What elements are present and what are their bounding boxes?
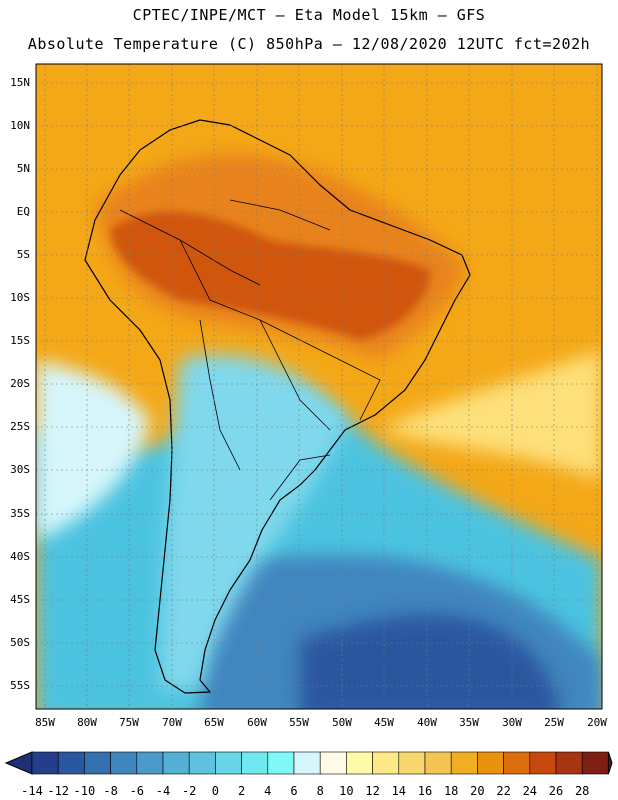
- field-pale-ocean-west: [36, 360, 150, 540]
- field-cool-land: [160, 354, 350, 690]
- colorbar-label: -10: [73, 784, 96, 798]
- colorbar-swatch: [529, 751, 557, 775]
- colorbar-label: 2: [237, 784, 246, 798]
- colorbar-swatch: [267, 751, 295, 775]
- colorbar-label: 6: [290, 784, 298, 798]
- lon-label: 85W: [35, 716, 55, 729]
- colorbar-swatch: [293, 751, 321, 775]
- colorbar-label: 4: [264, 784, 272, 798]
- colorbar-label: -14: [21, 784, 43, 798]
- colorbar-swatch: [319, 751, 347, 775]
- country-borders: [119, 199, 381, 501]
- colorbar-right-arrow: [607, 751, 613, 775]
- colorbar-swatch: [84, 751, 111, 775]
- lon-label: 25W: [544, 716, 564, 729]
- colorbar-swatch: [110, 751, 138, 775]
- lat-label: 40S: [10, 550, 30, 563]
- colorbar-swatch: [57, 751, 85, 775]
- colorbar-label: 16: [417, 784, 433, 798]
- lat-label: 35S: [10, 507, 30, 520]
- colorbar-swatch: [398, 751, 426, 775]
- lat-label: 15N: [10, 76, 30, 89]
- colorbar-label: 24: [522, 784, 538, 798]
- colorbar-label: -12: [47, 784, 70, 798]
- lon-label: 35W: [459, 716, 479, 729]
- colorbar-label: -8: [103, 784, 118, 798]
- lon-label: 65W: [204, 716, 224, 729]
- lat-label: 10N: [10, 119, 30, 132]
- lat-label: 15S: [10, 334, 30, 347]
- colorbar-swatch: [477, 751, 504, 775]
- colorbar-swatch: [581, 751, 609, 775]
- lon-label: 20W: [587, 716, 607, 729]
- colorbar-label: 14: [391, 784, 407, 798]
- colorbar-label: 26: [548, 784, 564, 798]
- graticule: [36, 64, 602, 709]
- colorbar-label: -4: [155, 784, 171, 798]
- lon-label: 75W: [119, 716, 139, 729]
- lon-label: 30W: [502, 716, 522, 729]
- colorbar-label: -2: [181, 784, 197, 798]
- lon-label: 60W: [247, 716, 267, 729]
- field-hot-land: [110, 211, 430, 340]
- lon-label: 55W: [289, 716, 309, 729]
- lat-label: 5S: [16, 248, 30, 261]
- colorbar-swatch: [241, 751, 269, 775]
- colorbar-swatch: [162, 751, 190, 775]
- lat-label: 55S: [10, 679, 30, 692]
- colorbar-swatch: [503, 751, 531, 775]
- colorbar-left-arrow: [4, 751, 33, 775]
- field-ocean-deep: [300, 614, 560, 709]
- lat-label: 5N: [16, 162, 30, 175]
- lat-label: 45S: [10, 593, 30, 606]
- south-america-outline: [84, 119, 471, 694]
- colorbar-swatch: [136, 751, 164, 775]
- lat-label: 25S: [10, 420, 30, 433]
- lon-label: 40W: [417, 716, 437, 729]
- colorbar-swatch: [555, 751, 583, 775]
- colorbar-label: 28: [574, 784, 590, 798]
- title-line-1: CPTEC/INPE/MCT – Eta Model 15km – GFS: [132, 6, 486, 24]
- colorbar-label: -6: [129, 784, 145, 798]
- colorbar-label: 22: [496, 784, 511, 798]
- lon-label: 50W: [332, 716, 352, 729]
- colorbar-swatch: [188, 751, 216, 775]
- lon-label: 45W: [374, 716, 394, 729]
- lat-label: 50S: [10, 636, 30, 649]
- colorbar-label: 8: [316, 784, 324, 798]
- colorbar-label: 18: [443, 784, 459, 798]
- colorbar-label: 10: [339, 784, 354, 798]
- colorbar-swatch: [450, 751, 478, 775]
- colorbar: [4, 751, 613, 775]
- title-line-2: Absolute Temperature (C) 850hPa – 12/08/…: [27, 35, 591, 53]
- lat-label: 20S: [10, 377, 30, 390]
- colorbar-swatch: [346, 751, 373, 775]
- lat-label: 30S: [10, 463, 30, 476]
- field-pale-band: [380, 350, 602, 480]
- lon-label: 70W: [162, 716, 182, 729]
- colorbar-label: 20: [470, 784, 485, 798]
- map-frame: [35, 63, 603, 710]
- lon-label: 80W: [77, 716, 97, 729]
- colorbar-swatch: [372, 751, 400, 775]
- lat-label: 10S: [10, 291, 30, 304]
- colorbar-label: 0: [211, 784, 219, 798]
- colorbar-label: 12: [365, 784, 380, 798]
- colorbar-swatch: [424, 751, 452, 775]
- colorbar-swatch: [31, 751, 59, 775]
- colorbar-swatch: [215, 751, 242, 775]
- lat-label: EQ: [16, 205, 30, 218]
